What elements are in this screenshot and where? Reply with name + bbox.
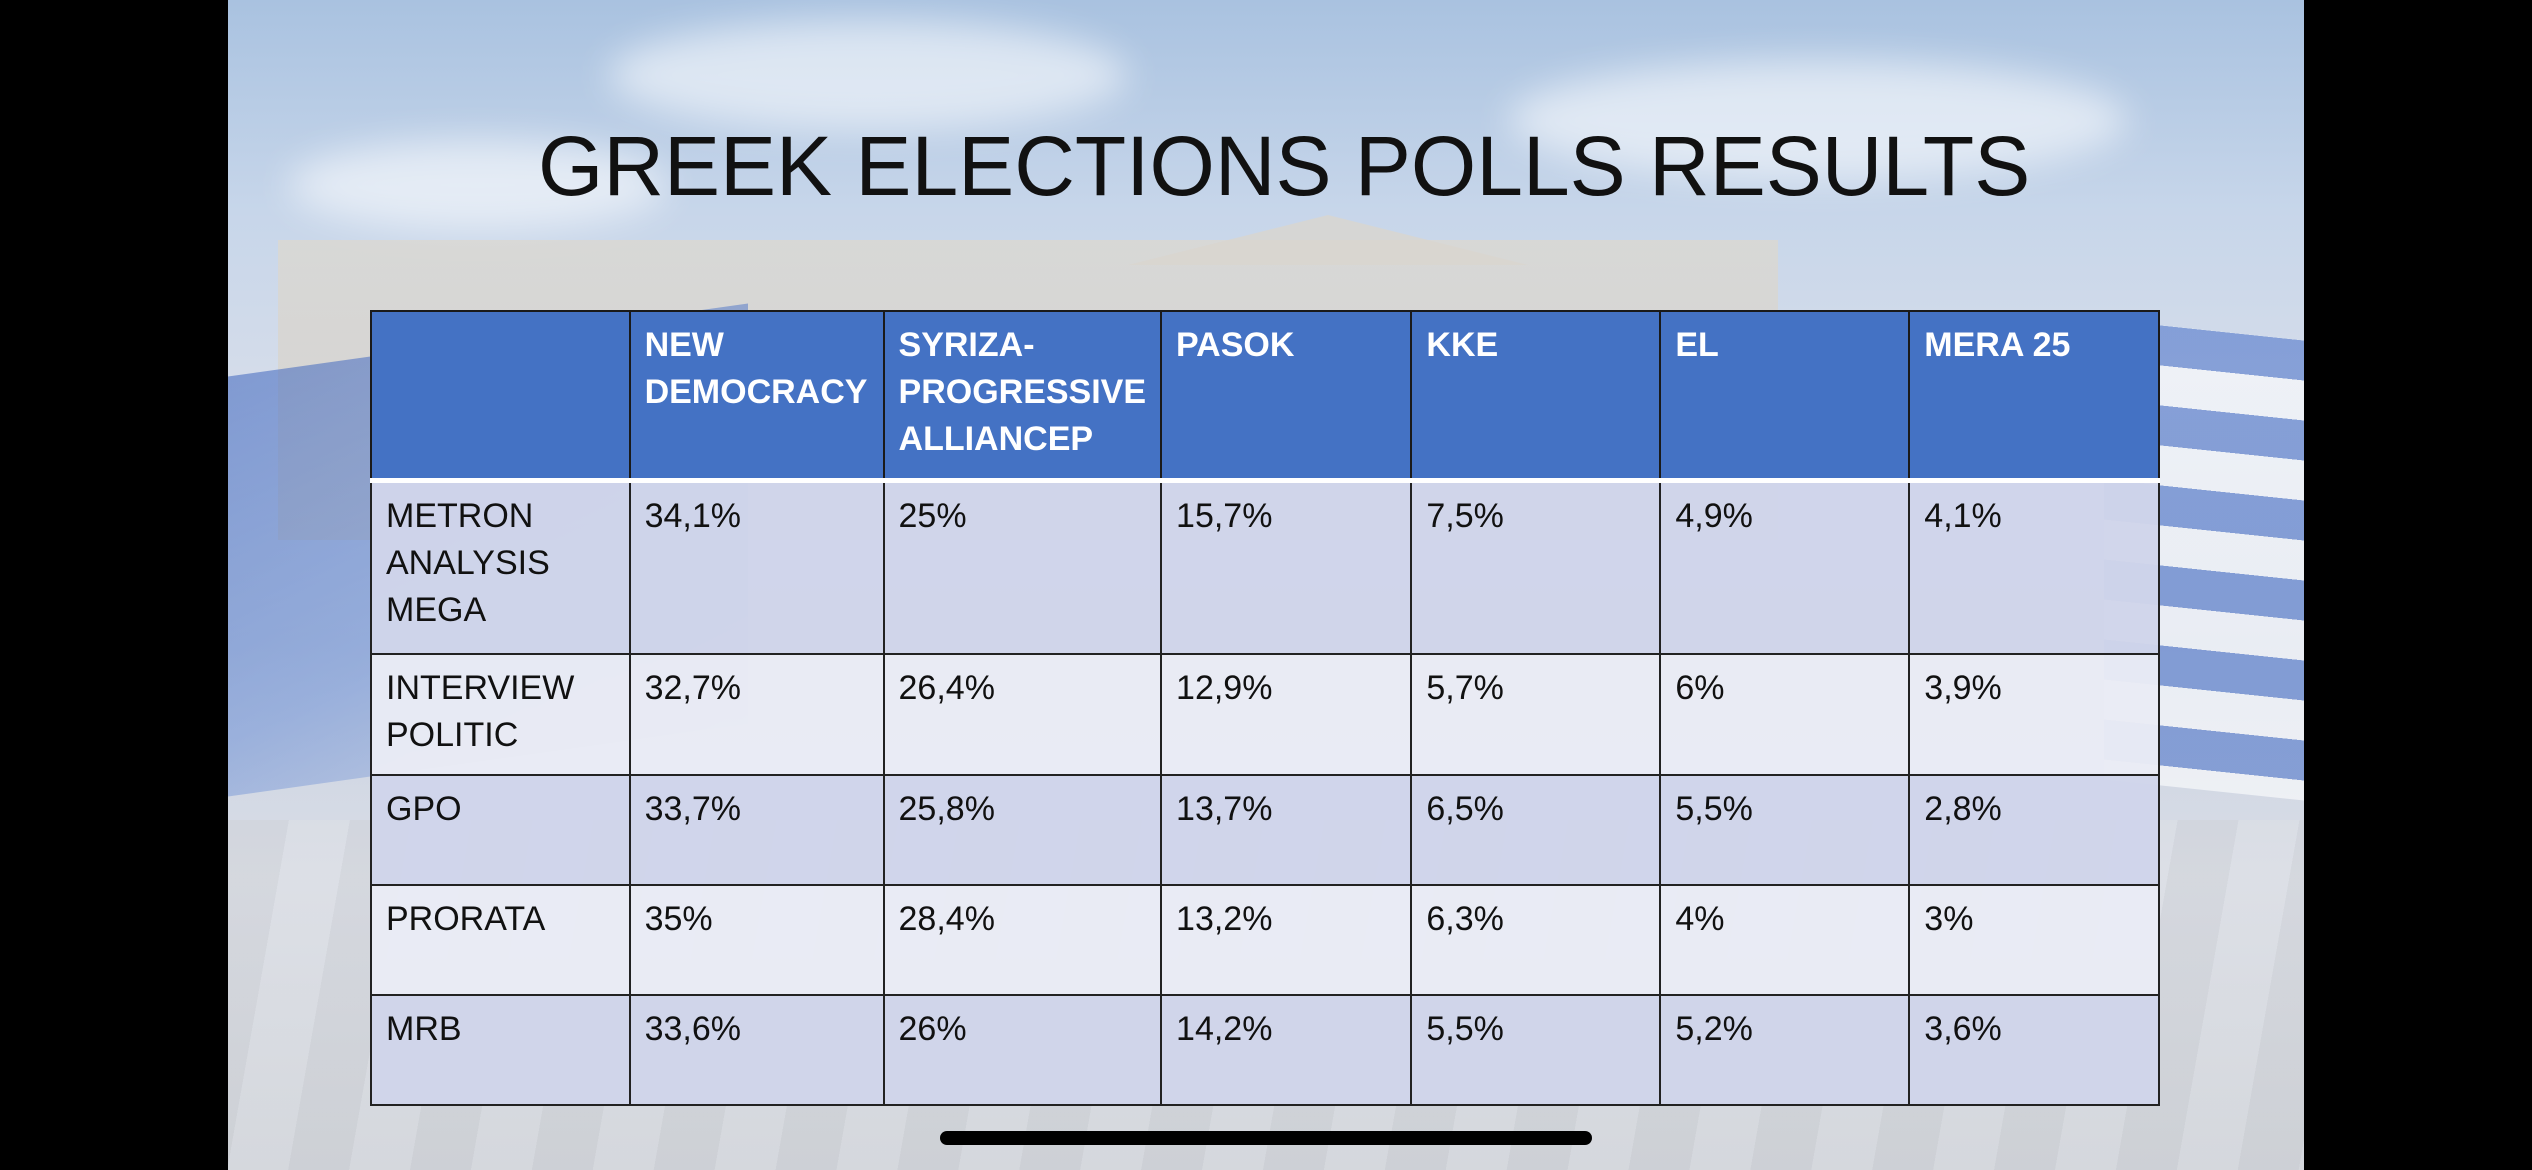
header-cell-party: SYRIZA-PROGRESSIVE ALLIANCEP [882,310,1163,483]
value-cell: 2,8% [1908,774,2160,886]
value-cell: 6% [1659,653,1911,776]
pollster-cell: INTERVIEW POLITIC [370,653,631,776]
value-cell: 3% [1908,884,2160,996]
value-cell: 26,4% [882,653,1163,776]
value-cell: 25% [882,479,1163,655]
value-cell: 5,2% [1659,994,1911,1106]
value-cell: 3,9% [1908,653,2160,776]
value-cell: 4% [1659,884,1911,996]
pollster-cell: GPO [370,774,631,886]
value-cell: 34,1% [628,479,885,655]
slide-title: GREEK ELECTIONS POLLS RESULTS [538,119,2031,213]
header-cell-party: MERA 25 [1908,310,2160,483]
table-row: METRON ANALYSIS MEGA 34,1% 25% 15,7% 7,5… [370,479,2160,655]
value-cell: 26% [882,994,1163,1106]
polls-table: NEW DEMOCRACY SYRIZA-PROGRESSIVE ALLIANC… [370,310,2160,1106]
value-cell: 25,8% [882,774,1163,886]
value-cell: 4,9% [1659,479,1911,655]
header-cell-empty [370,310,631,483]
pollster-cell: MRB [370,994,631,1106]
value-cell: 4,1% [1908,479,2160,655]
value-cell: 35% [628,884,885,996]
pollster-cell: METRON ANALYSIS MEGA [370,479,631,655]
value-cell: 3,6% [1908,994,2160,1106]
table-row: INTERVIEW POLITIC 32,7% 26,4% 12,9% 5,7%… [370,653,2160,776]
presentation-slide: GREEK ELECTIONS POLLS RESULTS NEW DEMOCR… [228,0,2304,1170]
value-cell: 32,7% [628,653,885,776]
table-row: PRORATA 35% 28,4% 13,2% 6,3% 4% 3% [370,884,2160,996]
value-cell: 12,9% [1160,653,1413,776]
value-cell: 15,7% [1160,479,1413,655]
value-cell: 5,5% [1410,994,1662,1106]
table-header-row: NEW DEMOCRACY SYRIZA-PROGRESSIVE ALLIANC… [370,310,2160,483]
value-cell: 28,4% [882,884,1163,996]
value-cell: 13,7% [1160,774,1413,886]
background-cloud [288,140,668,230]
background-building-pediment [1128,215,1528,265]
value-cell: 6,5% [1410,774,1662,886]
value-cell: 5,7% [1410,653,1662,776]
header-cell-party: PASOK [1160,310,1413,483]
table-row: MRB 33,6% 26% 14,2% 5,5% 5,2% 3,6% [370,994,2160,1106]
table-row: GPO 33,7% 25,8% 13,7% 6,5% 5,5% 2,8% [370,774,2160,886]
value-cell: 7,5% [1410,479,1662,655]
value-cell: 33,7% [628,774,885,886]
pollster-cell: PRORATA [370,884,631,996]
value-cell: 13,2% [1160,884,1413,996]
value-cell: 5,5% [1659,774,1911,886]
value-cell: 6,3% [1410,884,1662,996]
value-cell: 14,2% [1160,994,1413,1106]
background-cloud [1508,60,2128,180]
header-cell-party: KKE [1410,310,1662,483]
background-cloud [608,20,1128,130]
value-cell: 33,6% [628,994,885,1106]
home-indicator-bar[interactable] [940,1131,1592,1145]
header-cell-party: EL [1659,310,1911,483]
header-cell-party: NEW DEMOCRACY [628,310,885,483]
